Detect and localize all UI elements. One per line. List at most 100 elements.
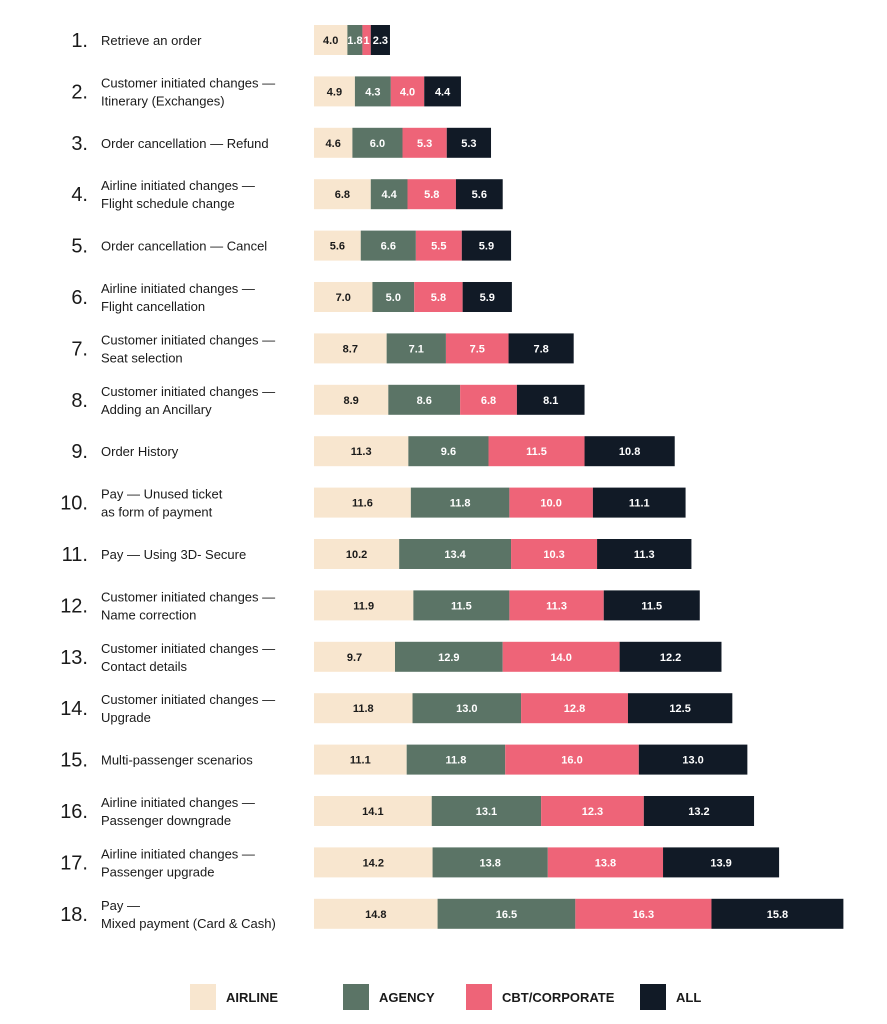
- bar-segment-agency: [437, 898, 576, 929]
- bar-segment-agency: [388, 384, 461, 415]
- value-label-cbt: 11.3: [546, 600, 567, 612]
- value-label-airline: 6.8: [335, 189, 350, 201]
- bar-segment-all: [446, 127, 492, 158]
- value-label-cbt: 10.3: [543, 549, 564, 561]
- row-label: Customer initiated changes —: [101, 75, 275, 90]
- row-label: Seat selection: [101, 350, 183, 365]
- bar-segment-airline: [314, 127, 353, 158]
- bar-segment-cbt: [460, 384, 517, 415]
- bar-segment-airline: [314, 744, 407, 775]
- bar-segment-agency: [431, 796, 542, 826]
- value-label-airline: 4.0: [323, 35, 338, 47]
- row-number: 10.: [60, 493, 88, 515]
- row-label: Passenger upgrade: [101, 864, 214, 879]
- row-number: 5.: [71, 236, 88, 258]
- bar-segment-all: [603, 590, 700, 621]
- row-label: Itinerary (Exchanges): [101, 93, 225, 108]
- row-label: Pay —: [101, 898, 140, 913]
- value-label-cbt: 4.0: [400, 86, 415, 98]
- value-label-airline: 9.7: [347, 652, 362, 664]
- value-label-airline: 4.6: [326, 138, 341, 150]
- value-label-agency: 8.6: [417, 395, 432, 407]
- legend-swatch-all: [640, 984, 666, 1010]
- bar-segment-cbt: [488, 436, 585, 467]
- chart-rows: 1. Retrieve an order 4.0 1.8 1 2.32. Customer …: [60, 25, 844, 931]
- bar-segment-cbt: [362, 25, 371, 55]
- bar-segment-all: [643, 796, 755, 826]
- row-number: 12.: [60, 595, 88, 617]
- row-label: Customer initiated changes —: [101, 332, 275, 347]
- value-label-airline: 11.1: [350, 755, 371, 767]
- bar-segment-agency: [408, 436, 489, 467]
- value-label-all: 7.8: [533, 343, 548, 355]
- bar-segment-all: [370, 25, 390, 55]
- bar-segment-agency: [372, 282, 415, 312]
- value-label-cbt: 16.3: [633, 909, 654, 921]
- bar-segment-all: [638, 744, 748, 775]
- row-number: 18.: [60, 904, 88, 926]
- row-label: Flight schedule change: [101, 196, 235, 211]
- value-label-agency: 12.9: [438, 652, 459, 664]
- value-label-agency: 6.6: [381, 241, 396, 253]
- value-label-all: 11.5: [641, 600, 662, 612]
- row-number: 15.: [60, 750, 88, 772]
- bar-segment-airline: [314, 847, 433, 878]
- value-label-agency: 13.4: [444, 549, 466, 561]
- value-label-cbt: 12.3: [582, 806, 603, 818]
- bar-segment-all: [711, 898, 844, 929]
- bar-segment-agency: [386, 333, 446, 364]
- value-label-airline: 8.7: [343, 343, 358, 355]
- bar-segment-all: [424, 76, 461, 107]
- value-label-airline: 11.9: [353, 600, 374, 612]
- value-label-agency: 11.8: [446, 755, 467, 767]
- value-label-airline: 4.9: [327, 86, 342, 98]
- bar-segment-cbt: [505, 744, 639, 775]
- row-label: Multi-passenger scenarios: [101, 753, 253, 768]
- value-label-airline: 14.1: [362, 806, 383, 818]
- row-number: 7.: [71, 338, 88, 360]
- row-number: 2.: [71, 81, 88, 103]
- bar-segment-cbt: [575, 898, 712, 929]
- row-label: Retrieve an order: [101, 33, 202, 48]
- value-label-all: 2.3: [373, 35, 388, 47]
- value-label-agency: 9.6: [441, 446, 456, 458]
- legend-swatch-cbt: [466, 984, 492, 1010]
- value-label-all: 13.9: [710, 857, 731, 869]
- value-label-agency: 1.8: [347, 35, 362, 47]
- bar-segment-cbt: [414, 282, 463, 312]
- legend-label-agency: AGENCY: [379, 990, 435, 1005]
- legend-swatch-airline: [190, 984, 216, 1010]
- value-label-cbt: 5.8: [424, 189, 439, 201]
- row-label: Customer initiated changes —: [101, 589, 275, 604]
- bar-segment-cbt: [407, 179, 456, 210]
- value-label-agency: 11.8: [450, 498, 471, 510]
- row-label: Order History: [101, 444, 179, 459]
- value-label-agency: 5.0: [386, 292, 401, 304]
- value-label-airline: 11.3: [351, 446, 372, 458]
- value-label-all: 12.5: [669, 703, 690, 715]
- bar-segment-cbt: [402, 127, 447, 158]
- value-label-all: 15.8: [767, 909, 788, 921]
- bar-segment-agency: [360, 230, 416, 261]
- bar-segment-airline: [314, 384, 389, 415]
- value-label-all: 10.8: [619, 446, 640, 458]
- row-number: 8.: [71, 390, 88, 412]
- value-label-agency: 11.5: [451, 600, 472, 612]
- bar-segment-airline: [314, 590, 414, 621]
- legend-label-airline: AIRLINE: [226, 990, 278, 1005]
- bar-segment-all: [584, 436, 675, 467]
- bar-segment-cbt: [521, 693, 628, 724]
- row-label: Airline initiated changes —: [101, 846, 255, 861]
- value-label-cbt: 5.5: [431, 241, 446, 253]
- value-label-agency: 16.5: [496, 909, 517, 921]
- bar-segment-agency: [347, 25, 363, 55]
- bar-segment-airline: [314, 641, 395, 672]
- value-label-cbt: 12.8: [564, 703, 585, 715]
- value-label-airline: 10.2: [346, 549, 367, 561]
- row-label: Contact details: [101, 659, 187, 674]
- row-number: 3.: [71, 133, 88, 155]
- bar-segment-airline: [314, 693, 413, 724]
- bar-segment-all: [663, 847, 780, 878]
- bar-segment-agency: [432, 847, 548, 878]
